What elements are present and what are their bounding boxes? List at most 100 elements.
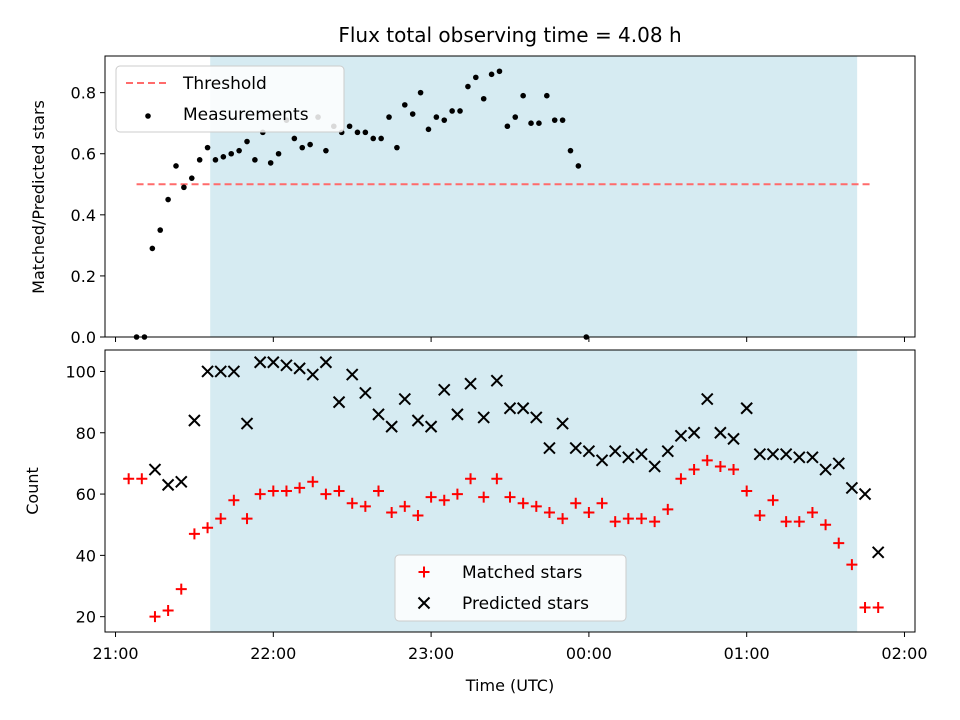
matched-star-point [451, 488, 463, 500]
matched-star-point [754, 510, 766, 522]
top-x-ticks [115, 337, 905, 342]
measurement-point [354, 129, 361, 136]
matched-star-point [412, 510, 424, 522]
matched-star-point [149, 611, 161, 623]
matched-star-point [399, 500, 411, 512]
predicted-star-point [319, 356, 333, 369]
measurement-point [212, 157, 219, 163]
measurement-point [504, 123, 511, 130]
bottom-panel: 20 40 60 80 100 21:00 22:00 23:00 00:00 01:00 02:… [23, 349, 928, 695]
y-tick-label: 0.2 [71, 267, 96, 286]
predicted-star-point [214, 365, 227, 378]
legend-matched-swatch [418, 566, 430, 578]
x-tick-label: 02:00 [881, 644, 927, 663]
measurement-point [465, 83, 471, 90]
predicted-star-point [201, 365, 214, 378]
measurement-point [196, 157, 203, 163]
legend-predicted-marker [417, 596, 431, 610]
predicted-star-point [503, 402, 517, 415]
measurement-point [551, 117, 558, 123]
matched-star-point [609, 516, 621, 528]
chart-title: Flux total observing time = 4.08 h [338, 23, 681, 47]
bottom-y-axis-label: Count [23, 467, 42, 515]
matched-star-point [346, 497, 358, 509]
matched-star-point [635, 513, 647, 525]
matched-star-point [557, 513, 569, 525]
predicted-star-point [332, 395, 346, 409]
measurement-point [220, 153, 227, 160]
matched-star-point [202, 522, 214, 534]
x-tick-label: 22:00 [250, 644, 296, 663]
x-tick-label: 00:00 [566, 644, 612, 663]
top-legend-box [115, 65, 345, 133]
measurement-point [536, 120, 542, 126]
legend-predicted-swatch [417, 596, 431, 610]
predicted-star-point [280, 359, 293, 372]
matched-star-point [583, 506, 595, 518]
matched-star-point [267, 485, 279, 497]
predicted-star-point [727, 432, 740, 446]
matched-star-point [478, 491, 490, 503]
bottom-x-ticks: 21:00 22:00 23:00 00:00 01:00 02:00 [92, 632, 928, 663]
x-tick-label: 01:00 [724, 644, 770, 663]
matched-star-point [333, 485, 345, 497]
predicted-star-point [806, 451, 819, 464]
matched-star-point [622, 513, 634, 525]
predicted-star-point [569, 441, 582, 455]
predicted-star-point [582, 444, 596, 458]
measurement-point [402, 102, 408, 108]
matched-star-point [373, 485, 385, 497]
measurement-point [323, 147, 329, 154]
top-legend: Threshold Measurements [115, 65, 345, 133]
legend-measurements-swatch [145, 113, 151, 119]
matched-star-point [280, 485, 292, 497]
measurement-point [417, 89, 424, 96]
legend-matched-marker [418, 566, 430, 578]
top-y-ticks: 0.0 0.2 0.4 0.6 0.8 [71, 84, 105, 347]
matched-star-point [846, 559, 858, 571]
predicted-star-point [451, 408, 464, 421]
predicted-star-point [411, 414, 425, 427]
matched-star-point [649, 516, 661, 528]
measurement-point [173, 163, 179, 169]
matched-star-point [386, 506, 398, 518]
predicted-star-point [398, 392, 412, 406]
matched-star-point [294, 482, 306, 494]
measurement-point [425, 126, 432, 133]
measurement-point [559, 117, 566, 123]
predicted-star-point [227, 365, 241, 378]
count-points [123, 356, 885, 623]
matched-star-point [215, 513, 227, 525]
matched-star-point [793, 516, 805, 528]
matched-star-point [254, 488, 266, 500]
predicted-star-point [674, 429, 688, 443]
measurement-point [496, 68, 503, 75]
predicted-star-point [477, 411, 490, 424]
measurement-point [567, 147, 574, 154]
matched-star-point [701, 454, 713, 466]
measurement-point [252, 157, 258, 163]
predicted-star-point [766, 448, 780, 461]
predicted-star-point [622, 451, 635, 464]
predicted-star-point [608, 444, 622, 458]
y-tick-label: 20 [76, 608, 96, 627]
predicted-star-point [819, 463, 832, 476]
x-tick-label: 21:00 [92, 644, 138, 663]
matched-star-point [714, 460, 726, 472]
matched-star-point [872, 601, 884, 613]
measurement-point [575, 163, 582, 169]
matched-star-point [859, 601, 871, 613]
measurement-point [307, 141, 313, 148]
measurement-point [267, 160, 274, 166]
predicted-star-point [385, 420, 398, 433]
matched-star-point [123, 473, 135, 485]
predicted-star-point [293, 362, 306, 375]
matched-star-point [517, 497, 529, 509]
measurement-point [512, 114, 519, 120]
measurement-point [441, 117, 448, 123]
measurement-point [386, 114, 392, 120]
measurement-point [449, 108, 455, 114]
matched-star-point [675, 473, 687, 485]
measurement-point [362, 129, 369, 136]
measurement-point [299, 144, 306, 151]
